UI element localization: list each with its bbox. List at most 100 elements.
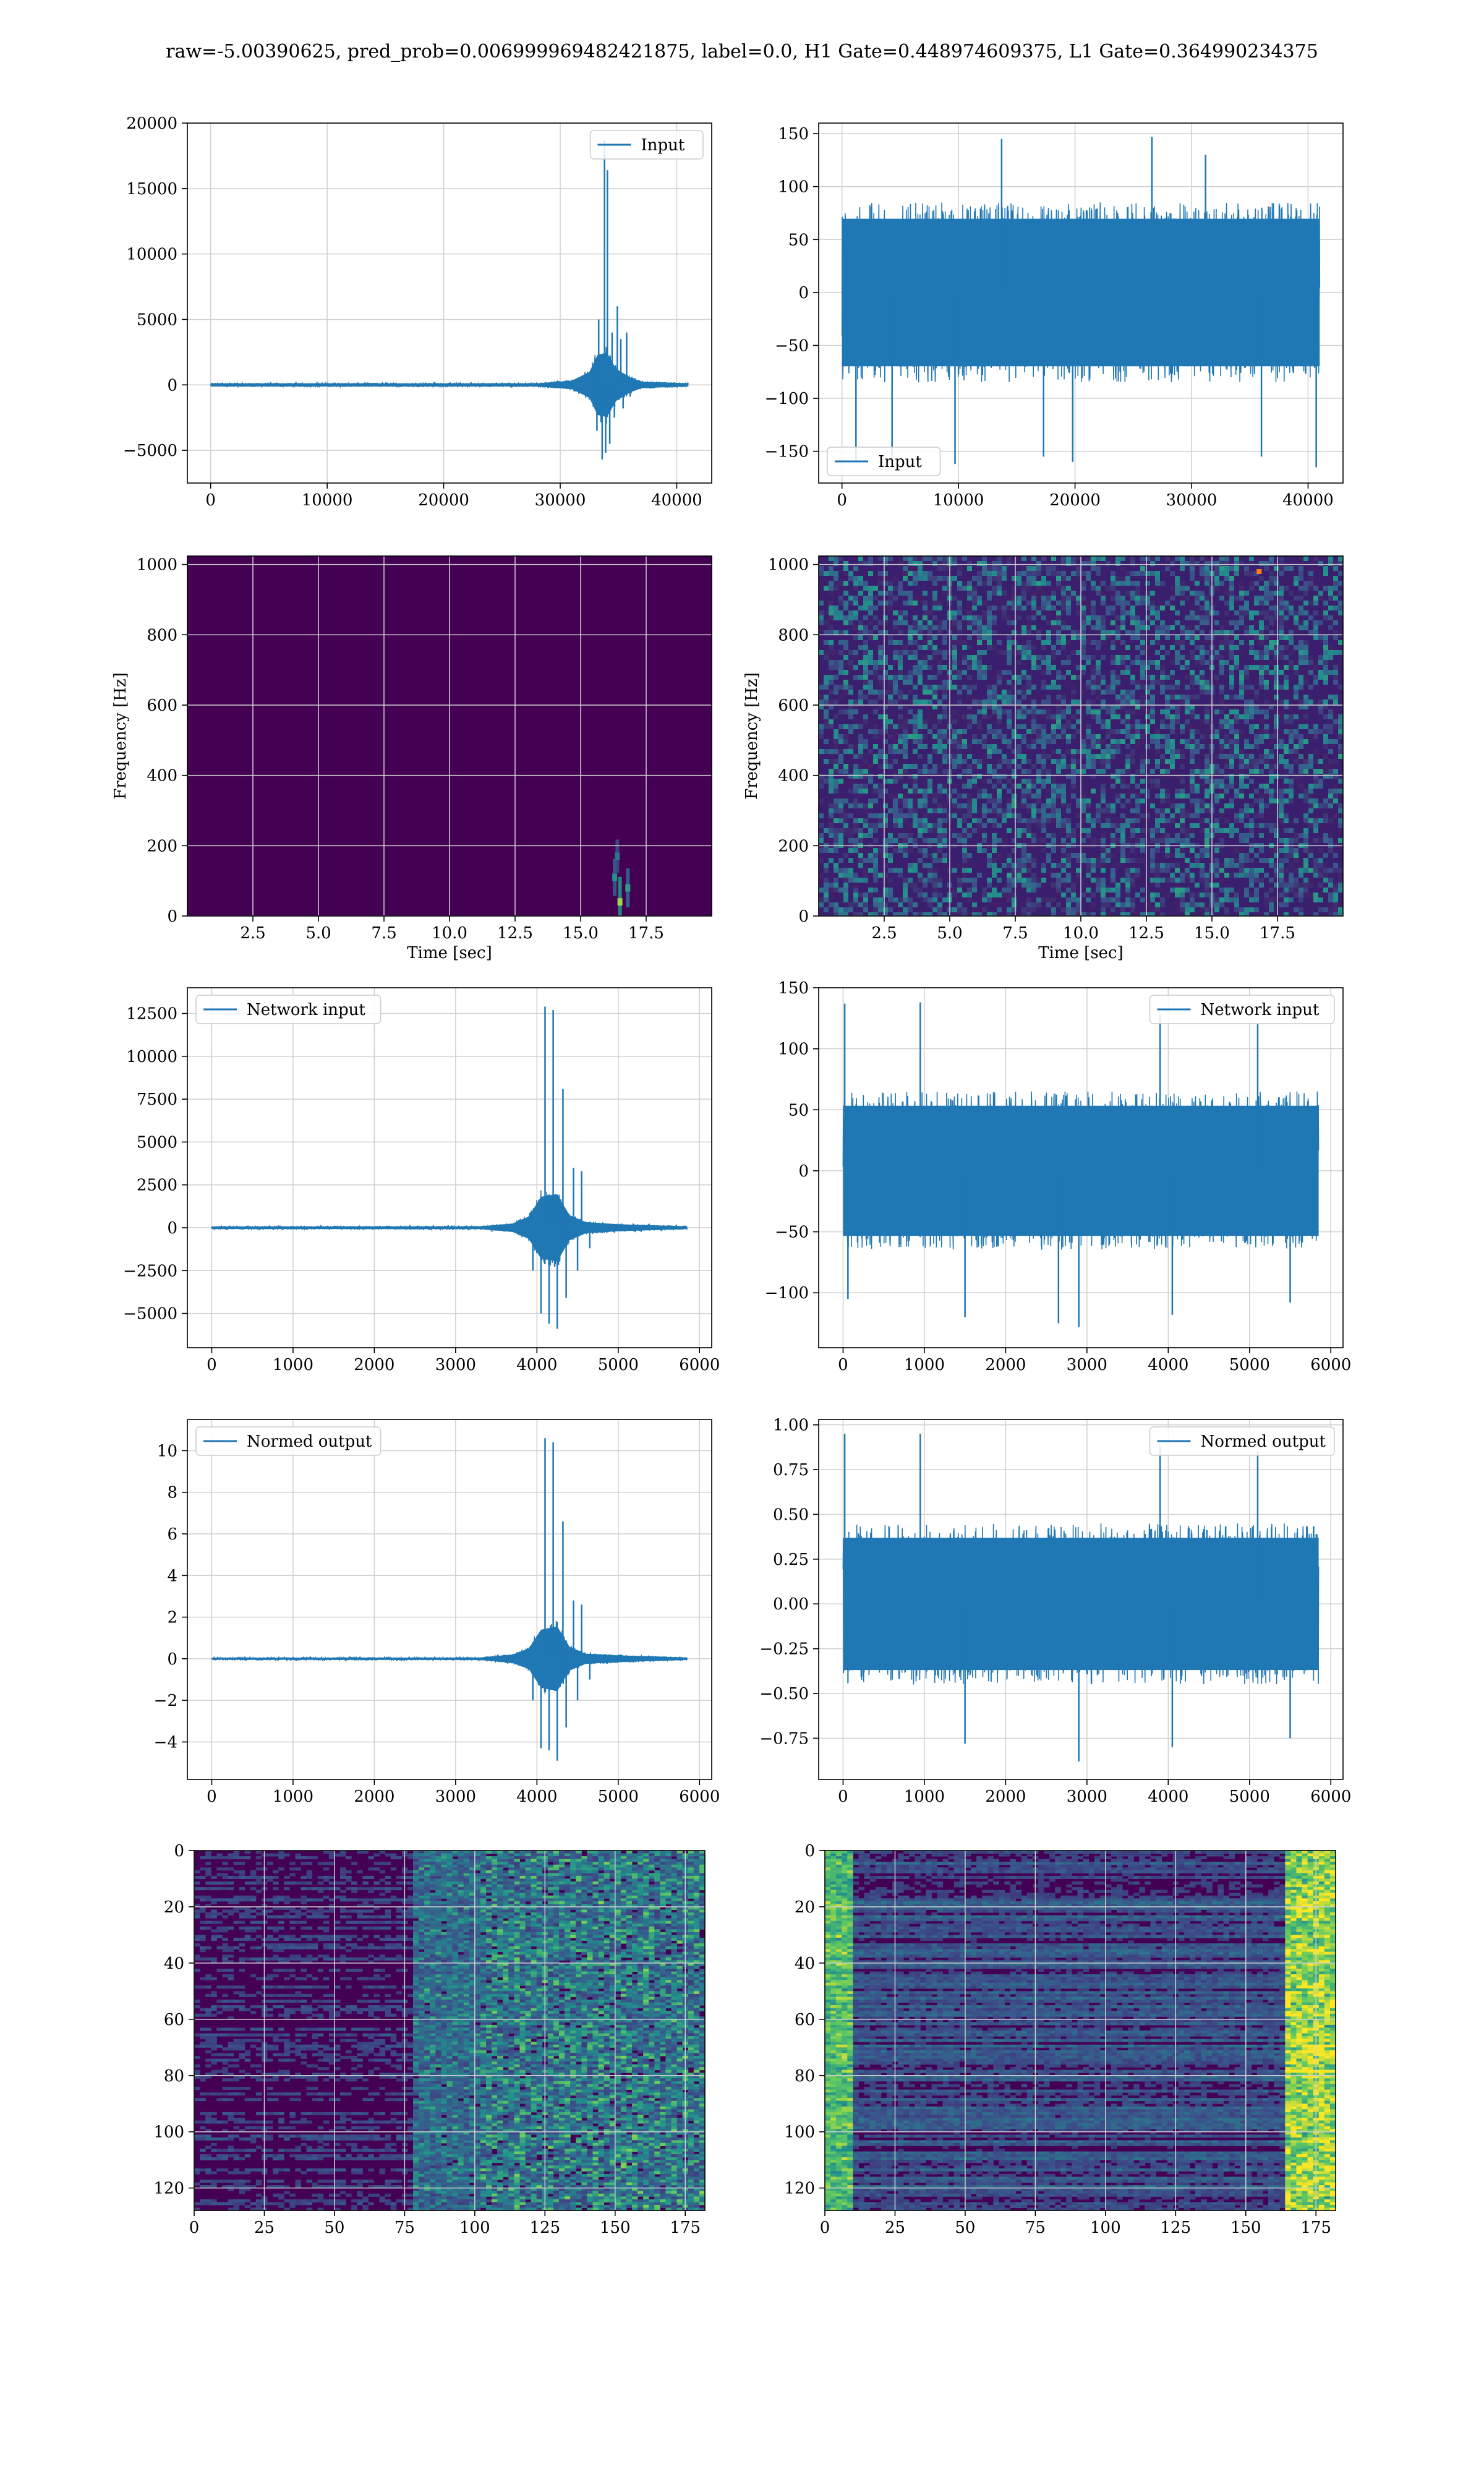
heatmap-cell [913, 719, 918, 724]
heatmap-cell [868, 601, 873, 606]
heatmap-cell [982, 734, 987, 739]
heatmap-cell [829, 729, 834, 734]
heatmap-cell [1120, 610, 1125, 615]
heatmap-cell [1165, 734, 1170, 739]
heatmap-cell [1298, 650, 1303, 655]
heatmap-cell [1219, 868, 1224, 873]
heatmap-cell [878, 581, 883, 586]
heatmap-cell [1303, 833, 1308, 838]
heatmap-cell [1051, 813, 1056, 818]
heatmap-cell [1254, 596, 1259, 601]
heatmap-cell [1002, 863, 1007, 868]
heatmap-cell [843, 868, 848, 873]
heatmap-cell [1294, 581, 1298, 586]
heatmap-cell [1071, 769, 1076, 774]
heatmap-cell [1195, 749, 1200, 754]
heatmap-cell [1269, 620, 1274, 625]
heatmap-cell [1333, 907, 1338, 912]
heatmap-cell [1224, 907, 1229, 912]
heatmap-cell [1066, 734, 1071, 739]
heatmap-cell [1195, 883, 1200, 888]
heatmap-cell [1120, 606, 1125, 610]
heatmap-cell [1323, 655, 1328, 660]
heatmap-cell [1130, 690, 1135, 695]
heatmap-cell [903, 615, 908, 620]
heatmap-cell [898, 848, 903, 853]
heatmap-cell [1046, 897, 1051, 902]
heatmap-cell [883, 670, 888, 675]
heatmap-cell [1205, 789, 1209, 794]
heatmap-cell [1002, 888, 1007, 892]
series-band [211, 1626, 688, 1692]
heatmap-cell [898, 818, 903, 823]
heatmap-cell [1096, 591, 1101, 596]
heatmap-cell [918, 803, 923, 808]
heatmap-cell [1269, 794, 1274, 798]
heatmap-cell [997, 586, 1002, 591]
heatmap-cell [927, 828, 932, 833]
heatmap-cell [1180, 907, 1185, 912]
heatmap-cell [1071, 779, 1076, 784]
heatmap-cell [932, 888, 937, 892]
heatmap-cell [853, 704, 858, 709]
heatmap-cell [987, 729, 992, 734]
heatmap-cell [1259, 878, 1264, 883]
heatmap-cell [908, 897, 913, 902]
heatmap-cell [873, 586, 878, 591]
heatmap-cell [982, 704, 987, 709]
heatmap-cell [1279, 878, 1284, 883]
heatmap-cell [1294, 695, 1298, 700]
heatmap-cell [1205, 635, 1209, 640]
heatmap-cell [1081, 645, 1086, 650]
heatmap-cell [1061, 853, 1066, 858]
heatmap-cell [1318, 610, 1323, 615]
heatmap-cell [1170, 863, 1175, 868]
heatmap-cell [508, 1851, 514, 1854]
heatmap-cell [1120, 615, 1125, 620]
heatmap-cell [1135, 744, 1140, 749]
heatmap-cell [1036, 902, 1041, 907]
heatmap-cell [1289, 729, 1294, 734]
heatmap-cell [1224, 734, 1229, 739]
heatmap-cell [1041, 615, 1046, 620]
heatmap-cell [987, 798, 992, 803]
heatmap-cell [967, 606, 972, 610]
heatmap-cell [893, 655, 898, 660]
heatmap-cell [1026, 863, 1031, 868]
heatmap-cell [1234, 665, 1239, 670]
heatmap-cell [1086, 709, 1091, 714]
heatmap-cell [1313, 779, 1318, 784]
heatmap-cell [878, 749, 883, 754]
heatmap-cell [1333, 719, 1338, 724]
heatmap-cell [1081, 640, 1086, 645]
heatmap-cell [873, 695, 878, 700]
heatmap-cell [1101, 888, 1106, 892]
y-tick-label: −0.75 [759, 1729, 809, 1748]
heatmap-cell [1269, 660, 1274, 665]
heatmap-cell [1096, 769, 1101, 774]
heatmap-cell [942, 680, 947, 685]
heatmap-cell [1205, 754, 1209, 759]
heatmap-cell [1234, 892, 1239, 897]
heatmap-cell [1239, 675, 1244, 680]
heatmap-cell [1229, 744, 1234, 749]
heatmap-cell [1012, 591, 1017, 596]
heatmap-cell [1007, 709, 1012, 714]
heatmap-cell [883, 660, 888, 665]
heatmap-cell [908, 655, 913, 660]
heatmap-cell [834, 888, 838, 892]
heatmap-cell [908, 571, 913, 576]
heatmap-cell [1234, 739, 1239, 744]
heatmap-cell [1205, 759, 1209, 764]
heatmap-cell [1046, 660, 1051, 665]
heatmap-cell [1111, 690, 1115, 695]
heatmap-cell [1101, 556, 1106, 561]
heatmap-cell [932, 878, 937, 883]
heatmap-cell [1185, 719, 1190, 724]
heatmap-cell [1115, 902, 1120, 907]
heatmap-cell [1298, 586, 1303, 591]
heatmap-cell [1120, 769, 1125, 774]
heatmap-cell [1190, 606, 1195, 610]
heatmap-cell [962, 615, 967, 620]
heatmap-cell [1338, 912, 1343, 916]
